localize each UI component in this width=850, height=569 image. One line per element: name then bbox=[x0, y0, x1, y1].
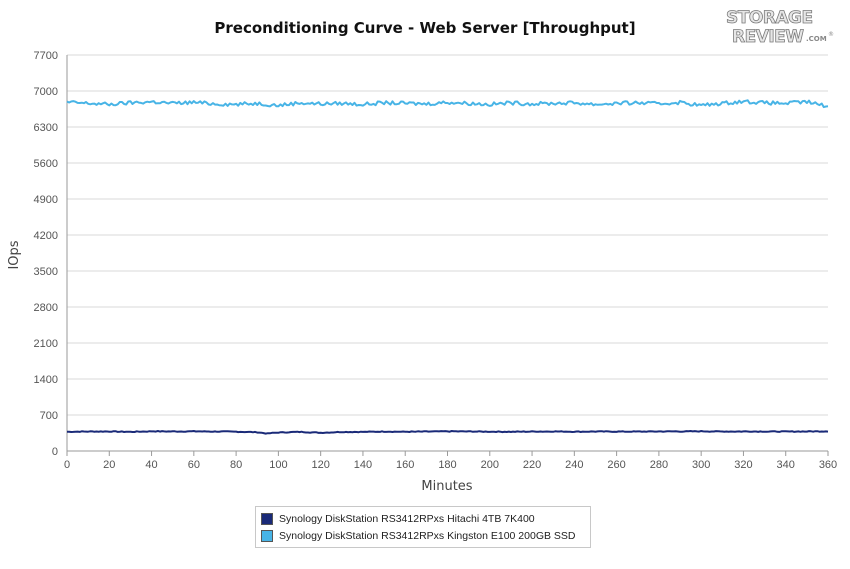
chart-title: Preconditioning Curve - Web Server [Thro… bbox=[214, 19, 636, 37]
svg-text:REVIEW: REVIEW bbox=[732, 27, 804, 46]
svg-text:®: ® bbox=[828, 31, 834, 38]
y-tick-label: 3500 bbox=[34, 266, 58, 278]
x-tick-label: 140 bbox=[354, 459, 372, 471]
legend-swatch-kingston bbox=[261, 530, 273, 542]
x-tick-label: 280 bbox=[650, 459, 668, 471]
y-tick-label: 2800 bbox=[34, 302, 58, 314]
x-tick-label: 220 bbox=[523, 459, 541, 471]
x-tick-label: 160 bbox=[396, 459, 414, 471]
y-tick-labels: 0 700 1400 2100 2800 3500 4200 4900 5600 6300 7000… bbox=[34, 50, 58, 458]
legend-item-hitachi: Synology DiskStation RS3412RPxs Hitachi … bbox=[261, 511, 535, 527]
series-lines bbox=[66, 99, 829, 435]
x-tick-label: 320 bbox=[734, 459, 752, 471]
x-axis-label: Minutes bbox=[421, 479, 472, 494]
x-tick-label: 120 bbox=[311, 459, 329, 471]
y-tick-label: 4200 bbox=[34, 230, 58, 242]
x-tick-label: 0 bbox=[64, 459, 70, 471]
y-tick-label: 2100 bbox=[34, 338, 58, 350]
y-tick-label: 7000 bbox=[34, 86, 58, 98]
series-line-hitachi bbox=[67, 430, 829, 435]
x-tick-label: 80 bbox=[230, 459, 242, 471]
legend: Synology DiskStation RS3412RPxs Hitachi … bbox=[255, 506, 591, 548]
svg-text:STORAGE: STORAGE bbox=[726, 8, 813, 28]
legend-item-kingston: Synology DiskStation RS3412RPxs Kingston… bbox=[261, 528, 576, 544]
y-tick-label: 1400 bbox=[34, 374, 58, 386]
y-tick-label: 700 bbox=[40, 410, 58, 422]
storage-review-logo: STORAGE REVIEW .COM ® bbox=[726, 8, 834, 46]
x-tick-label: 100 bbox=[269, 459, 287, 471]
axes bbox=[66, 55, 829, 456]
svg-text:.COM: .COM bbox=[806, 35, 827, 43]
series-line-kingston bbox=[66, 99, 829, 109]
x-tick-label: 300 bbox=[692, 459, 710, 471]
y-axis-label: IOps bbox=[7, 240, 22, 269]
x-tick-label: 20 bbox=[103, 459, 115, 471]
legend-swatch-hitachi bbox=[261, 513, 273, 525]
y-tick-label: 7700 bbox=[34, 50, 58, 62]
legend-label-hitachi: Synology DiskStation RS3412RPxs Hitachi … bbox=[279, 513, 535, 525]
x-tick-label: 340 bbox=[777, 459, 795, 471]
x-tick-label: 240 bbox=[565, 459, 583, 471]
legend-label-kingston: Synology DiskStation RS3412RPxs Kingston… bbox=[279, 530, 576, 542]
y-tick-label: 4900 bbox=[34, 194, 58, 206]
grid bbox=[67, 54, 828, 416]
x-tick-label: 360 bbox=[819, 459, 837, 471]
x-tick-label: 60 bbox=[188, 459, 200, 471]
x-tick-label: 260 bbox=[607, 459, 625, 471]
x-tick-label: 40 bbox=[145, 459, 157, 471]
y-tick-label: 6300 bbox=[34, 122, 58, 134]
y-tick-label: 0 bbox=[52, 446, 58, 458]
x-tick-label: 200 bbox=[481, 459, 499, 471]
y-tick-label: 5600 bbox=[34, 158, 58, 170]
x-tick-labels: 0 20 40 60 80 100 120 140 160 180 200 220 240 260 280 3… bbox=[64, 459, 837, 471]
x-tick-label: 180 bbox=[438, 459, 456, 471]
